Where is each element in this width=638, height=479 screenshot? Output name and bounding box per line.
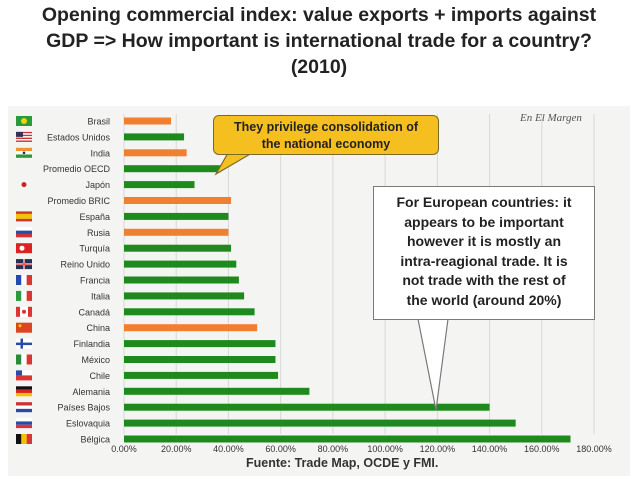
flag-netherlands-icon (16, 402, 32, 413)
x-tick-label: 140.00% (472, 444, 508, 454)
x-tick-label: 80.00% (318, 444, 349, 454)
flag-spain-icon (16, 211, 32, 222)
flag-chile-icon (16, 370, 32, 381)
x-tick-label: 40.00% (213, 444, 244, 454)
bar-7 (124, 228, 229, 236)
bar-13 (124, 324, 258, 332)
flag-china-icon (16, 322, 32, 333)
category-label: India (90, 148, 110, 158)
callout-right-line-4: intra-reagional trade. It is (400, 252, 568, 269)
category-label: Promedio BRIC (47, 196, 110, 206)
category-label: China (86, 323, 110, 333)
bar-16 (124, 371, 279, 379)
bar-10 (124, 276, 239, 284)
x-tick-label: 60.00% (265, 444, 296, 454)
category-label: Reino Unido (60, 260, 110, 270)
category-label: Promedio OECD (43, 164, 111, 174)
source-note: Fuente: Trade Map, OCDE y FMI. (246, 456, 439, 470)
flag-turkey-icon (16, 243, 32, 254)
title-line-1: Opening commercial index: value exports … (41, 4, 597, 26)
bar-12 (124, 308, 255, 316)
flag-uk-icon (16, 259, 32, 270)
title-line-2: GDP => How important is international tr… (46, 30, 592, 52)
flag-germany-icon (16, 386, 32, 397)
callout-left-line-2: the national economy (261, 137, 391, 151)
category-label: Rusia (87, 228, 110, 238)
callout-right-pointer (417, 318, 449, 411)
bar-15 (124, 356, 276, 363)
bar-1 (124, 133, 185, 141)
bar-4 (124, 181, 195, 189)
callout-right-line-6: the world (around 20%) (406, 291, 562, 308)
bar-0 (124, 117, 171, 125)
bar-2 (124, 149, 187, 157)
category-label: Brasil (87, 117, 110, 127)
callout-european-countries: For European countries: it appears to be… (373, 186, 595, 320)
x-tick-label: 100.00% (367, 444, 403, 454)
bar-6 (124, 212, 229, 220)
flag-japan-icon (21, 182, 27, 188)
category-label: Canadá (78, 307, 110, 317)
bar-17 (124, 387, 310, 395)
callout-right-line-3: however it is mostly an (406, 233, 562, 249)
flag-canada-icon (16, 306, 32, 317)
category-label: Francia (80, 276, 110, 286)
callout-left-line-1: They privilege consolidation of (233, 120, 419, 134)
x-tick-label: 160.00% (524, 444, 560, 454)
category-label: Finlandia (73, 339, 110, 349)
bar-5 (124, 197, 232, 204)
category-label: Alemania (72, 387, 110, 397)
callout-right-line-1: For European countries: it (396, 194, 572, 210)
category-label: España (79, 212, 110, 222)
category-label: México (81, 355, 110, 365)
bar-8 (124, 244, 232, 252)
flag-india-icon (16, 147, 32, 158)
bar-14 (124, 340, 276, 348)
watermark-logo: En El Margen (520, 112, 582, 124)
callout-national-economy: They privilege consolidation of the nati… (213, 115, 439, 155)
bar-3 (124, 165, 221, 173)
callout-left-pointer (214, 152, 255, 176)
bar-19 (124, 419, 516, 427)
title-line-3: (2010) (290, 56, 348, 78)
flag-italy-icon (16, 290, 32, 301)
flag-usa-icon (16, 131, 32, 142)
x-tick-label: 0.00% (111, 444, 137, 454)
flag-finland-icon (16, 338, 32, 349)
slide-title: Opening commercial index: value exports … (0, 2, 638, 80)
bar-9 (124, 260, 237, 268)
category-label: Chile (89, 371, 110, 381)
flag-belgium-icon (16, 434, 32, 444)
category-label: Países Bajos (57, 403, 110, 413)
category-label: Italia (91, 291, 110, 301)
callout-right-line-5: not trade with the rest of (402, 272, 566, 288)
x-tick-label: 20.00% (161, 444, 192, 454)
flag-mexico-icon (16, 354, 32, 365)
callout-right-line-2: appears to be important (404, 213, 564, 230)
flag-brazil-icon (16, 116, 32, 126)
x-tick-label: 120.00% (420, 444, 456, 454)
category-label: Estados Unidos (47, 132, 111, 142)
category-label: Bélgica (80, 435, 110, 445)
flag-russia-icon (16, 227, 32, 238)
category-label: Eslovaquia (66, 419, 110, 429)
bar-18 (124, 403, 490, 411)
category-label: Turquía (79, 244, 110, 254)
bar-20 (124, 435, 571, 443)
flag-france-icon (16, 275, 32, 285)
category-label: Japón (85, 180, 110, 190)
flag-slovakia-icon (16, 418, 32, 429)
x-tick-label: 180.00% (576, 444, 612, 454)
bar-11 (124, 292, 245, 300)
